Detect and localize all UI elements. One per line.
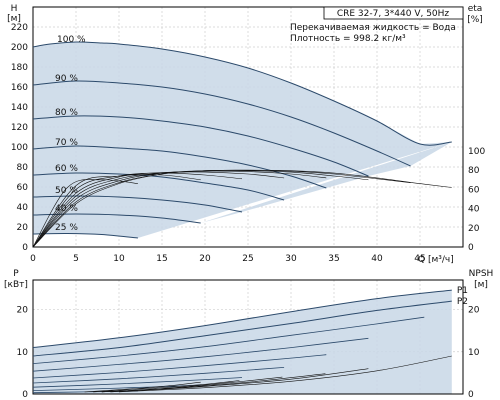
power-curve-speed-0 <box>32 316 425 364</box>
h-tick-180: 180 <box>11 63 28 73</box>
power-label-p1: P1 <box>457 286 468 296</box>
p-axis-unit: [кВт] <box>4 280 28 290</box>
h-tick-120: 120 <box>11 123 28 133</box>
x-tick-25: 25 <box>242 254 253 264</box>
speed-label-0: 100 % <box>57 35 86 45</box>
speed-label-3: 70 % <box>55 138 78 148</box>
npsh-curve-3 <box>101 376 283 393</box>
power-curve-p2 <box>32 300 452 357</box>
power-curve-speed-1 <box>32 337 369 372</box>
head-curve-1 <box>32 80 411 167</box>
efficiency-curve-4 <box>32 171 285 248</box>
power-curve-speed-3 <box>32 367 285 384</box>
eta-axis-unit: [%] <box>467 15 483 25</box>
power-curve-speed-2 <box>32 354 327 379</box>
h-tick-0: 0 <box>22 243 28 253</box>
head-curve-0 <box>32 41 452 146</box>
eta-tick-60: 60 <box>468 185 480 195</box>
npsh-axis-label: NPSH <box>469 269 494 279</box>
p-tick-20: 20 <box>17 306 29 316</box>
npsh-tick-10: 10 <box>468 348 480 358</box>
title-box <box>323 6 464 20</box>
head-curve-6 <box>32 213 201 224</box>
q-axis-label: Q [м³/ч] <box>418 255 454 265</box>
eta-tick-80: 80 <box>468 166 480 176</box>
efficiency-curve-2 <box>32 170 369 248</box>
eta-axis-label: eta <box>468 4 483 14</box>
h-tick-20: 20 <box>17 223 29 233</box>
h-axis-unit: [м] <box>7 14 21 24</box>
chart-title: CRE 32-7, 3*440 V, 50Hz <box>337 9 450 19</box>
eta-tick-0: 0 <box>468 243 474 253</box>
npsh-tick-0: 0 <box>468 390 474 400</box>
eta-tick-20: 20 <box>468 224 480 234</box>
x-tick-0: 0 <box>30 254 36 264</box>
upper-operating-area <box>33 42 452 247</box>
density-info: Плотность = 998.2 кг/м³ <box>290 34 406 44</box>
npsh-curve-4 <box>93 380 240 393</box>
speed-label-5: 50 % <box>55 186 78 196</box>
head-curve-4 <box>32 172 285 201</box>
speed-label-2: 80 % <box>55 108 78 118</box>
x-tick-15: 15 <box>156 254 167 264</box>
head-curve-5 <box>32 195 243 213</box>
efficiency-curve-6 <box>32 174 201 248</box>
p-tick-10: 10 <box>17 348 29 358</box>
upper-plot-frame <box>32 6 464 248</box>
speed-label-4: 60 % <box>55 164 78 174</box>
h-tick-140: 140 <box>11 103 28 113</box>
eta-tick-40: 40 <box>468 205 480 215</box>
npsh-curve-5 <box>84 381 201 393</box>
h-tick-220: 220 <box>11 23 28 33</box>
x-tick-20: 20 <box>199 254 211 264</box>
npsh-curve-0 <box>118 355 452 393</box>
power-curve-speed-5 <box>32 384 201 391</box>
x-tick-5: 5 <box>73 254 79 264</box>
h-axis-label: H <box>11 4 18 14</box>
power-curve-speed-4 <box>32 377 243 388</box>
speed-label-7: 25 % <box>55 223 78 233</box>
x-tick-45: 45 <box>414 254 425 264</box>
x-tick-35: 35 <box>328 254 339 264</box>
p-tick-0: 0 <box>22 390 28 400</box>
x-tick-10: 10 <box>113 254 125 264</box>
h-tick-40: 40 <box>17 203 29 213</box>
h-tick-200: 200 <box>11 43 28 53</box>
liquid-info: Перекачиваемая жидкость = Вода <box>290 23 456 33</box>
h-tick-60: 60 <box>17 183 29 193</box>
speed-label-1: 90 % <box>55 74 78 84</box>
h-tick-80: 80 <box>17 163 29 173</box>
npsh-axis-unit: [м] <box>474 280 488 290</box>
lower-plot-frame <box>32 279 464 395</box>
head-curve-3 <box>32 145 327 189</box>
x-tick-40: 40 <box>371 254 383 264</box>
p-axis-label: P <box>13 269 19 279</box>
x-tick-30: 30 <box>285 254 297 264</box>
power-label-p2: P2 <box>457 297 468 307</box>
power-curve-p1 <box>32 289 452 349</box>
h-tick-100: 100 <box>11 143 28 153</box>
speed-label-6: 40 % <box>55 204 78 214</box>
head-curve-7 <box>32 232 138 239</box>
efficiency-curve-5 <box>32 172 243 248</box>
head-curve-2 <box>32 115 369 177</box>
eta-tick-100: 100 <box>468 147 485 157</box>
efficiency-curve-7 <box>32 179 138 248</box>
npsh-tick-20: 20 <box>468 306 480 316</box>
h-tick-160: 160 <box>11 83 28 93</box>
